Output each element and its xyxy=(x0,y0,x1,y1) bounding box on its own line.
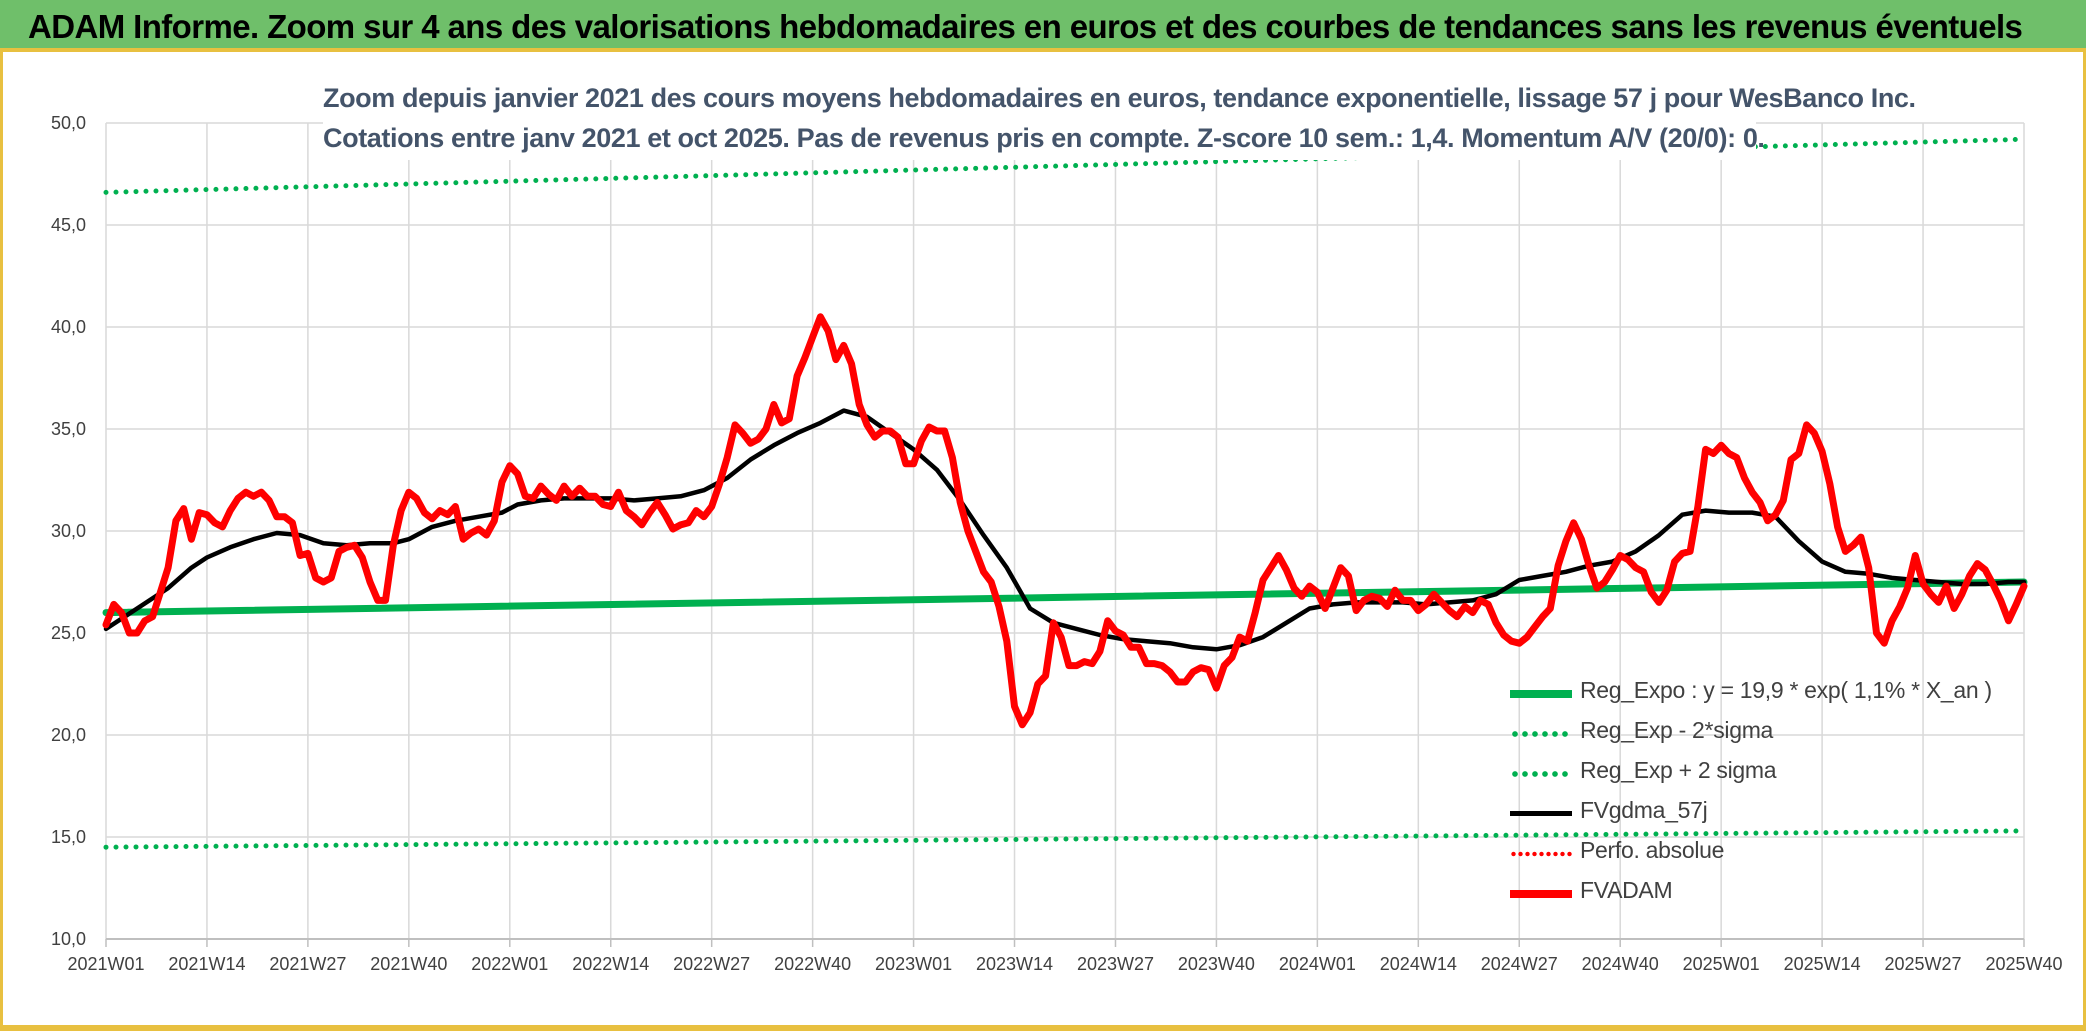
chart-grid xyxy=(105,122,2025,940)
x-tick-label: 2022W01 xyxy=(471,954,548,974)
x-tick-label: 2022W40 xyxy=(774,954,851,974)
legend-item-reg-exp-plus: Reg_Exp + 2 sigma xyxy=(1510,752,2010,792)
chart-title-line-2: Cotations entre janv 2021 et oct 2025. P… xyxy=(323,123,1765,153)
x-tick-label: 2022W27 xyxy=(673,954,750,974)
x-tick-label: 2025W14 xyxy=(1784,954,1861,974)
x-tick-label: 2021W27 xyxy=(269,954,346,974)
legend-swatch-reg-expo xyxy=(1510,690,1572,698)
x-tick-label: 2021W14 xyxy=(168,954,245,974)
y-tick-label: 45,0 xyxy=(51,215,86,235)
chart-frame xyxy=(0,52,2086,1031)
legend-item-fvadam: FVADAM xyxy=(1510,872,2010,912)
x-tick-label: 2023W40 xyxy=(1178,954,1255,974)
header-banner: ADAM Informe. Zoom sur 4 ans des valoris… xyxy=(0,0,2086,52)
legend-item-reg-expo: Reg_Expo : y = 19,9 * exp( 1,1% * X_an ) xyxy=(1510,672,2010,712)
page-title: ADAM Informe. Zoom sur 4 ans des valoris… xyxy=(28,8,2023,45)
x-tick-label: 2025W27 xyxy=(1885,954,1962,974)
legend-label-perfo: Perfo. absolue xyxy=(1580,837,1725,863)
chart-title-line-1: Zoom depuis janvier 2021 des cours moyen… xyxy=(323,83,1916,113)
y-tick-label: 50,0 xyxy=(51,113,86,133)
x-tick-label: 2022W14 xyxy=(572,954,649,974)
legend-label-fvadam: FVADAM xyxy=(1580,877,1673,903)
legend-label-fvgdma: FVgdma_57j xyxy=(1580,797,1708,823)
x-tick-label: 2024W27 xyxy=(1481,954,1558,974)
y-tick-label: 25,0 xyxy=(51,623,86,643)
y-tick-label: 15,0 xyxy=(51,827,86,847)
x-tick-label: 2023W14 xyxy=(976,954,1053,974)
x-tick-label: 2023W27 xyxy=(1077,954,1154,974)
y-tick-label: 30,0 xyxy=(51,521,86,541)
series-fvgdma-57j xyxy=(103,408,2027,652)
legend-label-reg-exp-plus: Reg_Exp + 2 sigma xyxy=(1580,757,1777,783)
legend-swatch-fvadam xyxy=(1510,890,1572,898)
x-tick-label: 2024W14 xyxy=(1380,954,1457,974)
y-tick-label: 35,0 xyxy=(51,419,86,439)
legend-item-reg-exp-minus: Reg_Exp - 2*sigma xyxy=(1510,712,2010,752)
legend-swatch-reg-exp-minus xyxy=(1510,730,1572,738)
series-reg-exp-minus-2sigma xyxy=(103,828,2027,850)
series-reg-expo xyxy=(102,578,2028,617)
bottom-border xyxy=(0,1025,2086,1031)
y-tick-label: 10,0 xyxy=(51,929,86,949)
x-tick-label: 2025W01 xyxy=(1683,954,1760,974)
chart-title-box: Zoom depuis janvier 2021 des cours moyen… xyxy=(323,78,1916,160)
chart-legend: Reg_Expo : y = 19,9 * exp( 1,1% * X_an )… xyxy=(1510,672,2010,912)
legend-item-fvgdma: FVgdma_57j xyxy=(1510,792,2010,832)
x-tick-label: 2024W40 xyxy=(1582,954,1659,974)
x-tick-label: 2021W01 xyxy=(67,954,144,974)
x-tick-label: 2024W01 xyxy=(1279,954,1356,974)
legend-swatch-reg-exp-plus xyxy=(1510,770,1572,778)
x-tick-label: 2023W01 xyxy=(875,954,952,974)
x-tick-label: 2025W40 xyxy=(1985,954,2062,974)
legend-swatch-perfo xyxy=(1510,851,1572,857)
x-axis: 2021W01 2021W14 2021W27 2021W40 2022W01 2022W… xyxy=(67,938,2063,974)
x-tick-label: 2021W40 xyxy=(370,954,447,974)
legend-label-reg-exp-minus: Reg_Exp - 2*sigma xyxy=(1580,717,1774,743)
series-fvadam xyxy=(102,313,2028,729)
legend-label-reg-expo: Reg_Expo : y = 19,9 * exp( 1,1% * X_an ) xyxy=(1580,677,1992,703)
legend-swatch-fvgdma xyxy=(1510,811,1572,816)
y-tick-label: 20,0 xyxy=(51,725,86,745)
y-axis: 10,0 15,0 20,0 25,0 30,0 35,0 40,0 45,0 50,0 xyxy=(51,113,86,949)
y-tick-label: 40,0 xyxy=(51,317,86,337)
legend-item-perfo: Perfo. absolue xyxy=(1510,832,2010,872)
